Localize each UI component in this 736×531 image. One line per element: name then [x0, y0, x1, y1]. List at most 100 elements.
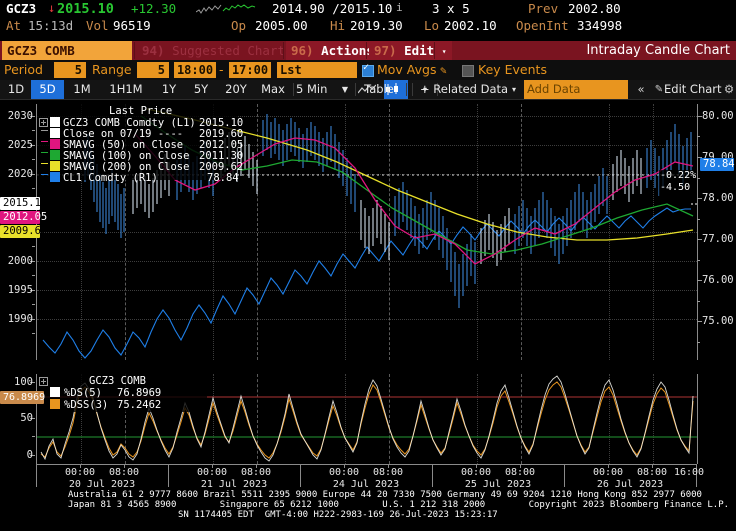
range-button-20y[interactable]: 20Y — [225, 82, 247, 96]
edit-menu[interactable]: 97) Edit ▾ — [369, 41, 452, 60]
indicator-legend: GCZ3 COMB %DS(5) 76.8969 %DSS(3) 75.2462 — [37, 374, 207, 412]
footer-line-3: SN 1174405 EDT GMT-4:00 H222-2983-169 26… — [178, 510, 498, 520]
volume-value: 96519 — [113, 18, 151, 33]
change-pct: -0.22% — [660, 170, 697, 181]
footer-line-1: Australia 61 2 9777 8600 Brazil 5511 239… — [68, 490, 702, 500]
period-label: Period — [4, 62, 43, 77]
legend-value-close-0719: 2019.60 — [199, 128, 244, 140]
left-axis-tick-1995: 1995 — [7, 284, 33, 296]
left-axis-tick-2025: 2025 — [7, 139, 33, 151]
prev-label: Prev — [528, 1, 559, 16]
legend-title: Last Price — [109, 105, 173, 117]
low-value: 2002.10 — [444, 18, 497, 33]
price-chart-plot[interactable]: Last Price GCZ3 COMB Comdty (L1) 2015.10… — [36, 104, 698, 360]
legend-swatch-smavg-100[interactable] — [50, 150, 60, 160]
legend-value-smavg-100: 2011.30 — [199, 150, 244, 162]
bid-ask: 2014.90 /2015.10 — [272, 1, 393, 16]
time-label-d4-t1: 00:00 — [460, 467, 492, 478]
legend-label-gcz3: GCZ3 COMB Comdty (L1) — [63, 117, 196, 129]
related-data-button[interactable]: + Related Data — [420, 82, 509, 96]
right-axis-tick-77: 77.00 — [702, 233, 734, 245]
right-axis-tick-75: 75.00 — [702, 315, 734, 327]
period-input[interactable]: 5 — [54, 62, 86, 78]
related-data-caret-icon[interactable]: ▾ — [511, 85, 516, 94]
function-menu-bar: GCZ3 COMB Comdty 94) Suggested Charts 96… — [0, 40, 736, 77]
gear-icon[interactable]: ⚙ — [723, 82, 735, 96]
high-label: Hi — [330, 18, 346, 33]
indicator-tick-100: 100 — [14, 376, 33, 388]
time-label-d3-t1: 00:00 — [328, 467, 360, 478]
candle-chart-icon[interactable] — [384, 80, 408, 99]
open-label: Op — [231, 18, 247, 33]
stochastic-indicator-plot[interactable]: GCZ3 COMB %DS(5) 76.8969 %DSS(3) 75.2462 — [36, 374, 698, 464]
edit-label: Edit — [404, 43, 435, 58]
line-chart-icon[interactable] — [358, 80, 382, 99]
range-label: Range — [92, 62, 132, 77]
key-events-checkbox[interactable] — [462, 65, 474, 77]
chart-toolbar: 1D 5D 1M 1H1M 1Y 5Y 20Y Max 5 Min ▼ ▾ — [0, 80, 736, 100]
openint-value: 334998 — [577, 18, 623, 33]
bid-ask-suffix: i — [396, 1, 403, 14]
time-label-d5-t1: 00:00 — [592, 467, 624, 478]
pencil-icon[interactable]: ✎ — [440, 64, 447, 77]
legend-value-smavg-200: 2009.62 — [199, 161, 244, 173]
table-button[interactable]: Table — [364, 82, 394, 96]
left-axis-badge-last: 2015.10 — [0, 197, 47, 210]
indicator-legend-expand-icon[interactable] — [39, 377, 48, 386]
high-value: 2019.30 — [350, 18, 403, 33]
pencil-edit-icon[interactable]: ✎ — [654, 84, 664, 95]
edit-chart-button[interactable]: Edit Chart — [664, 82, 722, 96]
date-label-d4: 25 Jul 2023 — [464, 479, 532, 490]
legend-swatch-smavg-200[interactable] — [50, 161, 60, 171]
mov-avgs-label[interactable]: Mov Avgs — [377, 62, 437, 77]
legend-swatch-cl1[interactable] — [50, 172, 60, 182]
key-events-label[interactable]: Key Events — [478, 62, 547, 77]
time-label-d2-t2: 08:00 — [240, 467, 272, 478]
add-data-input[interactable]: Add Data — [524, 80, 628, 99]
suggested-charts-menu[interactable]: 94) Suggested Charts — [137, 41, 298, 60]
mov-avgs-checkbox[interactable] — [362, 62, 374, 77]
stochastic-series-svg — [37, 375, 697, 462]
security-tab[interactable]: GCZ3 COMB Comdty — [2, 41, 132, 77]
ticker-symbol[interactable]: GCZ3 — [6, 1, 37, 16]
time-from-input[interactable]: 18:00 — [174, 62, 216, 78]
range-button-max[interactable]: Max — [261, 82, 285, 96]
time-label-d1-t1: 00:00 — [64, 467, 96, 478]
range-button-1h1m[interactable]: 1H1M — [109, 82, 143, 96]
range-button-5y[interactable]: 5Y — [193, 82, 209, 96]
range-button-1y[interactable]: 1Y — [161, 82, 177, 96]
vol-label: Vol — [86, 18, 109, 33]
more-chart-types-caret-icon[interactable]: ▾ — [422, 85, 427, 94]
collapse-icon[interactable]: « — [637, 82, 645, 96]
indicator-swatch-ds5[interactable] — [50, 387, 60, 397]
chevron-down-icon-2: ▾ — [441, 47, 447, 56]
last-price: 2015.10 — [57, 1, 114, 17]
date-label-d1: 20 Jul 2023 — [68, 479, 136, 490]
date-label-d2: 21 Jul 2023 — [200, 479, 268, 490]
openint-label: OpenInt — [516, 18, 569, 33]
legend-expand-icon[interactable] — [39, 118, 48, 127]
interval-dropdown[interactable]: 5 Min — [296, 82, 328, 96]
legend-swatch-smavg-50[interactable] — [50, 139, 60, 149]
price-source-dropdown[interactable]: Lst Trd/Lst P: — [277, 62, 357, 93]
range-button-5d[interactable]: 5D — [31, 80, 64, 99]
time-label-d2-t1: 00:00 — [196, 467, 228, 478]
interval-caret-icon[interactable]: ▼ — [341, 85, 349, 94]
time-label-d3-t2: 08:00 — [372, 467, 404, 478]
range-button-1m[interactable]: 1M — [73, 82, 91, 96]
time-label-d1-t2: 08:00 — [108, 467, 140, 478]
time-to-input[interactable]: 17:00 — [229, 62, 271, 78]
range-button-1d[interactable]: 1D — [7, 82, 25, 96]
time-range-dash: - — [219, 62, 224, 77]
legend-swatch-gcz3[interactable] — [50, 117, 60, 127]
right-axis-tick-80: 80.00 — [702, 110, 734, 122]
date-label-d5: 26 Jul 2023 — [596, 479, 664, 490]
range-input[interactable]: 5 — [137, 62, 169, 78]
suggested-charts-number: 94) — [142, 43, 165, 58]
indicator-value-ds5: 76.8969 — [117, 387, 162, 399]
legend-swatch-close-0719[interactable] — [50, 128, 60, 138]
edit-number: 97) — [374, 43, 397, 58]
change-abs: -4.50 — [660, 182, 691, 193]
indicator-swatch-dss3[interactable] — [50, 399, 60, 409]
